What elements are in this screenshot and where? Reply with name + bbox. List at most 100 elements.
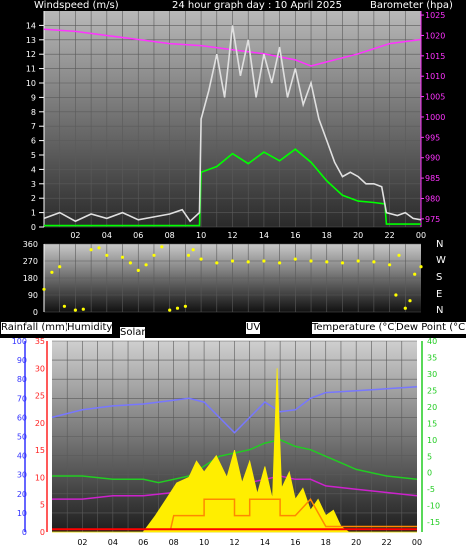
x-tick-label: 02 <box>70 231 80 240</box>
wind-tick-label: 1 <box>31 209 36 218</box>
x-tick-label: 22 <box>381 538 391 547</box>
series-line <box>44 148 421 227</box>
humidity-tick-label: 30 <box>17 471 27 480</box>
x-tick-label: 16 <box>290 538 300 547</box>
direction-point <box>105 253 109 257</box>
direction-point <box>403 306 407 310</box>
direction-point <box>413 272 417 276</box>
direction-point <box>168 308 172 312</box>
wind-barometer-panel: 0123456789101112131497598098599099510001… <box>26 11 445 240</box>
humidity-tick-label: 90 <box>17 356 27 365</box>
barometer-tick-label: 975 <box>425 215 440 224</box>
wind-tick-label: 5 <box>31 151 36 160</box>
wind-direction-panel: 0 90 180 270 360 <box>23 240 423 317</box>
humidity-tick-label: 20 <box>17 490 27 499</box>
barometer-tick-label: 1020 <box>425 31 445 40</box>
x-tick-label: 22 <box>384 231 394 240</box>
wind-tick-label: 9 <box>31 93 36 102</box>
wind-tick-label: 12 <box>26 50 36 59</box>
direction-point <box>186 253 191 257</box>
solar-area <box>52 368 417 533</box>
temperature-tick-label: -10 <box>427 502 440 511</box>
x-tick-label: 14 <box>259 231 269 240</box>
direction-point <box>97 246 101 250</box>
uv-label: UV <box>246 322 261 334</box>
direction-point <box>128 261 132 265</box>
wind-tick-label: 2 <box>31 194 36 203</box>
compass-n-top: N <box>436 239 444 250</box>
temperature-tick-label: 35 <box>427 353 437 362</box>
direction-point <box>397 253 401 257</box>
series-line <box>52 498 417 531</box>
x-tick-label: 10 <box>196 231 206 240</box>
direction-point <box>246 260 250 264</box>
rainfall-axis-label: Rainfall (mm) <box>1 322 69 334</box>
direction-tick-label: 180 <box>23 274 38 283</box>
temperature-tick-label: -15 <box>427 518 440 527</box>
temperature-tick-label: 5 <box>427 452 432 461</box>
direction-point <box>408 299 412 303</box>
temperature-tick-label: 40 <box>427 337 437 346</box>
humidity-tick-label: 100 <box>12 337 27 346</box>
rainfall-tick-label: 30 <box>35 364 45 373</box>
series-line <box>43 28 422 67</box>
temperature-tick-label: 15 <box>427 419 437 428</box>
direction-point <box>81 307 85 311</box>
barometer-tick-label: 1025 <box>425 11 445 20</box>
direction-point <box>388 263 392 267</box>
rainfall-tick-label: 10 <box>35 473 45 482</box>
direction-point <box>262 259 266 263</box>
direction-point <box>215 261 219 265</box>
humidity-tick-label: 40 <box>17 452 27 461</box>
humidity-tick-label: 80 <box>17 375 27 384</box>
temperature-axis-label: Temperature (°C) <box>312 322 399 334</box>
humidity-tick-label: 70 <box>17 394 27 403</box>
direction-point <box>293 257 297 261</box>
x-tick-label: 08 <box>165 231 175 240</box>
barometer-tick-label: 1015 <box>425 52 445 61</box>
x-tick-label: 18 <box>322 231 332 240</box>
x-tick-label: 10 <box>199 538 209 547</box>
x-tick-label: 06 <box>138 538 148 547</box>
compass-e: E <box>436 289 443 300</box>
rainfall-tick-label: 35 <box>35 337 45 346</box>
direction-point <box>340 261 345 265</box>
x-tick-label: 04 <box>102 231 112 240</box>
series-line <box>52 439 418 484</box>
humidity-axis-label: Humidity <box>67 322 113 334</box>
direction-tick-label: 90 <box>28 291 38 300</box>
direction-point <box>199 257 203 261</box>
barometer-tick-label: 980 <box>425 194 440 203</box>
x-tick-label: 20 <box>351 538 361 547</box>
x-tick-label: 06 <box>133 231 143 240</box>
temperature-tick-label: -5 <box>427 485 435 494</box>
humidity-tick-label: 50 <box>17 433 27 442</box>
windspeed-axis-label: Windspeed (m/s) <box>34 0 119 11</box>
wind-tick-label: 13 <box>26 36 36 45</box>
wind-tick-label: 6 <box>31 137 36 146</box>
wind-tick-label: 3 <box>31 180 36 189</box>
x-tick-label: 20 <box>353 231 363 240</box>
direction-point <box>136 268 140 272</box>
wind-tick-label: 8 <box>31 108 36 117</box>
barometer-tick-label: 1005 <box>425 93 445 102</box>
temperature-tick-label: 20 <box>427 403 437 412</box>
barometer-tick-label: 1010 <box>425 72 445 81</box>
rainfall-tick-label: 5 <box>40 501 45 510</box>
graph-title: 24 hour graph day : 10 April 2025 <box>172 0 342 11</box>
direction-point <box>191 248 195 252</box>
direction-tick-label: 360 <box>23 240 38 249</box>
dewpoint-axis-label: Dew Point (°C) <box>396 322 466 334</box>
direction-point <box>372 260 376 264</box>
x-tick-label: 00 <box>412 538 422 547</box>
direction-point <box>160 245 164 249</box>
direction-point <box>50 270 54 274</box>
rainfall-tick-label: 0 <box>40 528 45 537</box>
solar-label: Solar <box>120 327 146 339</box>
rainfall-tick-label: 15 <box>35 446 45 455</box>
compass-n-bottom: N <box>436 305 444 316</box>
humidity-tick-label: 10 <box>17 509 27 518</box>
temperature-tick-label: 10 <box>427 436 437 445</box>
